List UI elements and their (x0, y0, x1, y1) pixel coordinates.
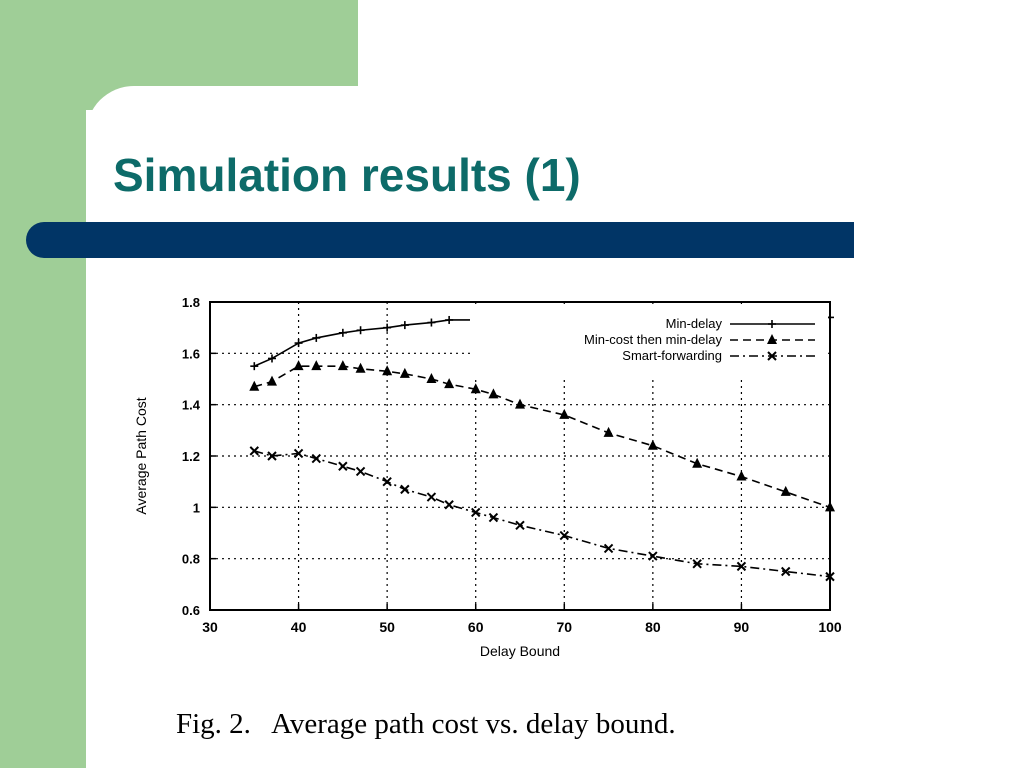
data-point (825, 501, 835, 512)
x-tick-label: 70 (556, 619, 572, 635)
content-panel (86, 86, 1024, 768)
y-tick-label: 1.4 (182, 398, 201, 413)
data-point (355, 466, 366, 477)
data-point (488, 512, 499, 523)
x-tick-label: 80 (645, 619, 661, 635)
data-point (559, 408, 570, 419)
data-point (293, 448, 304, 459)
x-tick-label: 40 (291, 619, 307, 635)
x-tick-label: 30 (202, 619, 218, 635)
title-rule (26, 222, 854, 258)
x-tick-label: 60 (468, 619, 484, 635)
data-point (825, 571, 835, 582)
legend-marker (767, 334, 777, 344)
data-point (781, 566, 791, 577)
data-point (311, 453, 321, 464)
data-point (603, 426, 614, 437)
data-point (337, 360, 348, 371)
data-point (249, 446, 259, 456)
data-point (444, 500, 454, 510)
data-point (488, 388, 499, 399)
data-point (267, 451, 277, 461)
slide-title: Simulation results (1) (113, 149, 581, 201)
legend-label: Min-cost then min-delay (584, 332, 722, 347)
data-point (515, 520, 525, 531)
series-3 (249, 446, 835, 582)
y-tick-label: 0.8 (182, 552, 200, 567)
y-axis-label: Average Path Cost (133, 397, 149, 514)
legend-marker (767, 351, 777, 361)
series-line (254, 365, 831, 509)
x-tick-label: 50 (379, 619, 395, 635)
data-point (780, 485, 791, 496)
chart: 30 40 50 60 70 80 90 100 0.6 0.8 1 1.2 1.4 1.6 1.8 Min… (133, 295, 842, 659)
data-point (293, 360, 304, 371)
chart-series (249, 313, 835, 582)
data-point (603, 543, 614, 554)
data-point (692, 457, 703, 468)
data-point (426, 492, 437, 502)
data-point (382, 476, 392, 487)
y-tick-label: 1.6 (182, 346, 200, 361)
legend-label: Smart-forwarding (622, 348, 722, 363)
y-tick-label: 1.8 (182, 295, 200, 310)
data-point (400, 484, 410, 495)
data-point (382, 365, 393, 376)
data-point (515, 398, 525, 409)
y-tick-label: 0.6 (182, 603, 200, 618)
data-point (736, 470, 747, 481)
legend-label: Min-delay (666, 316, 723, 331)
x-tick-label: 100 (818, 619, 842, 635)
data-point (736, 561, 747, 572)
axis-ticks: 30 40 50 60 70 80 90 100 0.6 0.8 1 1.2 1.4 1.6 1.8 (182, 295, 842, 635)
data-point (426, 373, 437, 383)
data-point (559, 530, 569, 541)
data-point (647, 439, 658, 450)
data-point (311, 360, 322, 371)
figure-caption: Fig. 2. Average path cost vs. delay boun… (176, 708, 676, 740)
data-point (355, 362, 366, 373)
data-point (648, 551, 658, 561)
x-axis-label: Delay Bound (480, 643, 560, 659)
sidebar-green-bar (0, 0, 86, 768)
x-tick-label: 90 (734, 619, 750, 635)
data-point (399, 367, 410, 378)
series-2 (249, 360, 835, 512)
y-tick-label: 1.2 (182, 449, 200, 464)
data-point (470, 383, 481, 394)
data-point (249, 380, 260, 391)
y-tick-label: 1 (193, 500, 200, 515)
data-point (444, 378, 455, 389)
data-point (338, 461, 348, 471)
data-point (267, 375, 277, 386)
data-point (692, 559, 702, 569)
data-point (471, 507, 481, 518)
